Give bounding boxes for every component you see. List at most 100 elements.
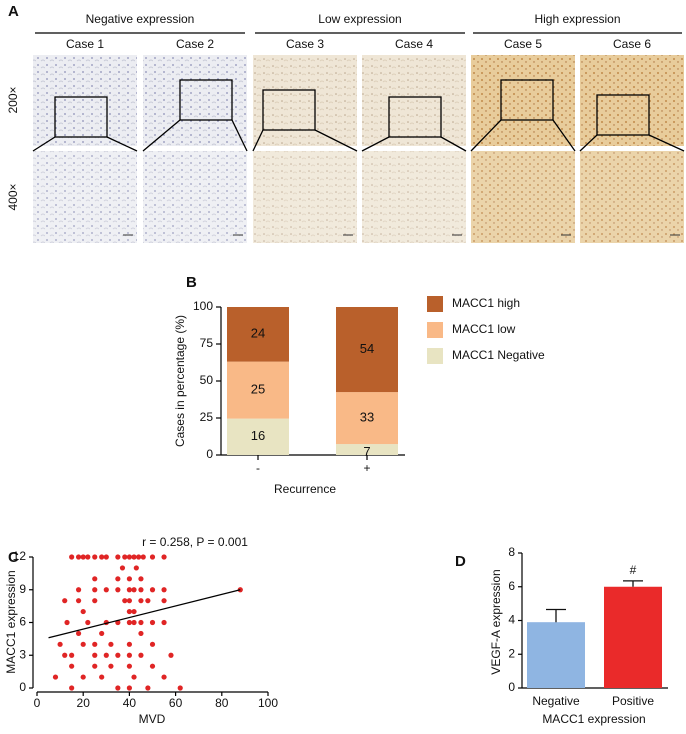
micrograph-200x — [253, 55, 357, 146]
scatter-point — [126, 608, 132, 615]
scatter-point — [140, 554, 146, 560]
zoom-line — [314, 129, 358, 152]
scatter-point — [69, 663, 75, 669]
panel-label: C — [8, 549, 19, 566]
y-tick-label: 0 — [19, 680, 26, 694]
y-tick-label: 6 — [19, 615, 26, 629]
scatter-point — [75, 587, 82, 593]
panel-label: B — [186, 274, 197, 291]
zoom-line — [648, 134, 685, 152]
scatter-point — [168, 652, 174, 658]
scatter-point — [119, 565, 126, 571]
zoom-line — [552, 119, 576, 152]
error-bar — [546, 608, 566, 623]
scatter-point — [122, 598, 128, 604]
count-label: 16 — [251, 428, 265, 443]
x-tick-label: + — [363, 461, 370, 475]
group-label: High expression — [534, 12, 620, 26]
y-tick-label: 6 — [508, 579, 515, 593]
scatter-point — [149, 663, 156, 669]
zoom-line — [579, 134, 598, 152]
y-tick-label: 0 — [206, 447, 213, 461]
zoom-line — [106, 136, 138, 152]
scatter-point — [149, 641, 156, 647]
case-label: Case 4 — [395, 37, 433, 51]
micrograph-200x — [362, 55, 466, 146]
bar-segment — [336, 444, 398, 455]
scatter-point — [80, 608, 86, 615]
case-label: Case 5 — [504, 37, 542, 51]
micrograph-200x — [33, 55, 137, 146]
fit-line — [48, 589, 241, 639]
scatter-point — [69, 685, 75, 691]
y-axis-label: MACC1 expression — [4, 570, 18, 673]
scatter-point — [138, 619, 144, 626]
micrograph-200x — [471, 55, 575, 146]
scatter-point — [52, 674, 59, 680]
zoom-line — [361, 136, 390, 152]
micrograph-400x — [33, 151, 137, 243]
scatter-point — [136, 554, 142, 560]
scatter-point — [62, 652, 68, 658]
scatter-point — [145, 685, 151, 691]
scatter-point — [99, 554, 105, 560]
scatter-point — [126, 598, 132, 604]
legend-swatch — [427, 348, 443, 364]
zoom-box — [54, 96, 108, 138]
zoom-line — [470, 119, 502, 152]
scatter-point — [131, 554, 137, 560]
scatter-point — [115, 576, 121, 582]
x-axis-label: MVD — [139, 712, 166, 726]
y-axis-label: VEGF-A expression — [489, 569, 503, 674]
x-tick-label: 100 — [258, 696, 278, 710]
count-label: 33 — [360, 410, 374, 425]
x-tick-label: 40 — [123, 696, 137, 710]
scatter-point — [149, 619, 156, 626]
scatter-point — [161, 554, 167, 560]
legend-swatch — [427, 322, 443, 338]
micrograph-400x — [580, 151, 684, 243]
zoom-line — [32, 136, 56, 152]
count-label: 24 — [251, 326, 265, 341]
bar-segment — [227, 361, 289, 419]
scatter-point — [161, 587, 167, 593]
scatter-point — [103, 554, 109, 560]
scatter-point — [138, 587, 144, 593]
micrograph-200x — [143, 55, 247, 146]
scatter-point — [126, 587, 132, 593]
scatter-point — [85, 619, 91, 626]
y-tick-label: 8 — [508, 545, 515, 559]
magnification-label: 400× — [6, 183, 20, 210]
x-tick-label: Negative — [532, 694, 580, 708]
scatter-point — [80, 554, 86, 560]
micrograph-200x — [580, 55, 684, 146]
scatter-point — [92, 598, 98, 604]
scatter-point — [92, 587, 98, 593]
micrograph-400x — [362, 151, 466, 243]
scatter-point — [138, 630, 144, 637]
legend-swatch — [427, 296, 443, 312]
bar-segment — [227, 418, 289, 455]
scatter-point — [80, 641, 86, 647]
scatter-point — [131, 619, 137, 626]
case-label: Case 1 — [66, 37, 104, 51]
scatter-point — [126, 663, 132, 669]
y-axis-label: Cases in percentage (%) — [173, 315, 187, 447]
case-label: Case 6 — [613, 37, 651, 51]
micrograph-400x — [253, 151, 357, 243]
y-tick-label: 25 — [200, 410, 214, 424]
scatter-point — [122, 554, 128, 560]
scatter-point — [131, 608, 137, 615]
case-label: Case 3 — [286, 37, 324, 51]
bar-segment — [227, 307, 289, 362]
y-tick-label: 100 — [193, 299, 213, 313]
scatter-point — [103, 652, 109, 658]
panel-label: D — [455, 553, 466, 570]
y-tick-label: 75 — [200, 336, 214, 350]
scatter-point — [115, 587, 121, 593]
y-tick-label: 0 — [508, 680, 515, 694]
legend-label: MACC1 low — [452, 322, 516, 336]
scatter-point — [126, 554, 132, 560]
scatter-point — [126, 652, 132, 658]
